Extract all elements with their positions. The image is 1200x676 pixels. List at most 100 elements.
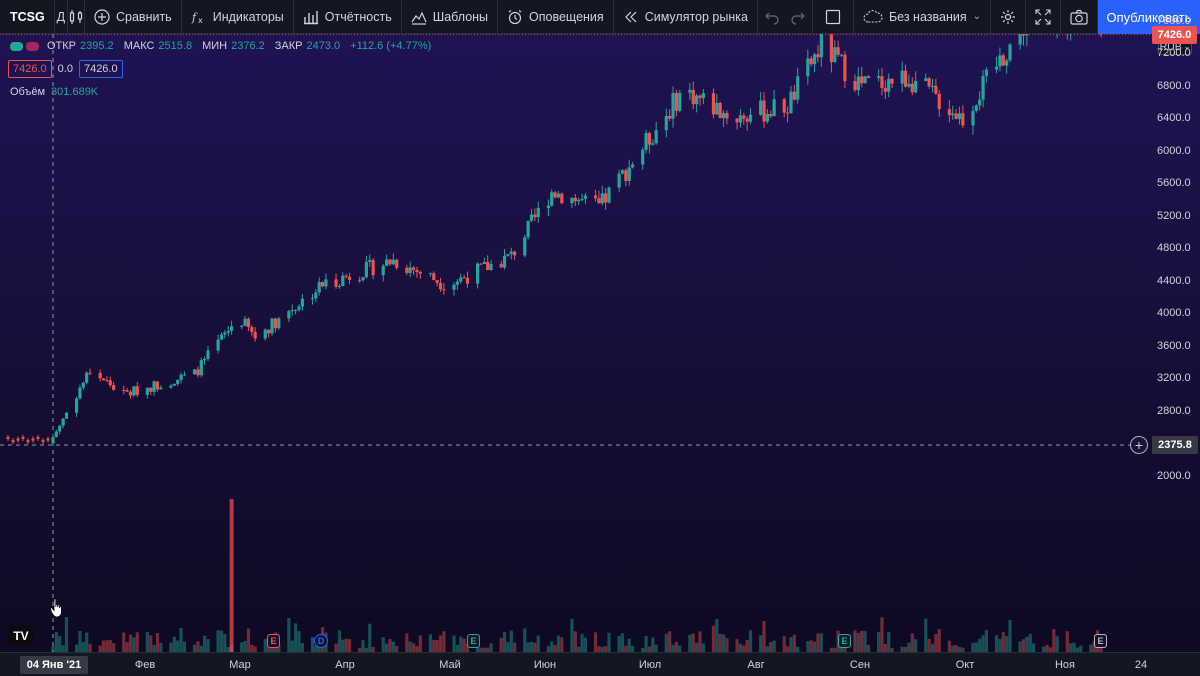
chart-type-button[interactable] [68, 0, 85, 34]
redo-icon[interactable] [790, 9, 806, 25]
volume-bar [1079, 645, 1083, 652]
volume-bar [344, 638, 348, 652]
candle [951, 113, 955, 116]
volume-bar [934, 634, 938, 652]
volume-bar [957, 646, 962, 652]
candle [529, 214, 534, 221]
volume-bar [981, 635, 985, 652]
add-alert-plus-icon[interactable]: + [1130, 435, 1148, 454]
volume-legend: Объём 301.689K [10, 86, 98, 98]
candle [711, 93, 716, 115]
volume-bar [664, 633, 668, 652]
candle [263, 329, 267, 339]
fullscreen-button[interactable] [1026, 0, 1061, 34]
time-axis[interactable]: Фев Мар Апр Май Июн Июл Авг Сен Окт Ноя … [0, 652, 1200, 676]
candle [674, 92, 679, 111]
templates-button[interactable]: Шаблоны [402, 0, 499, 34]
candle [735, 118, 739, 123]
low-label: МИН [202, 40, 228, 52]
candle [267, 329, 271, 334]
candle [762, 100, 766, 122]
candle [415, 269, 419, 272]
candle [21, 436, 25, 439]
candle [998, 55, 1002, 67]
earnings-marker[interactable]: E [838, 634, 851, 648]
candle [489, 264, 493, 271]
alerts-button[interactable]: Оповещения [498, 0, 614, 34]
candle [98, 373, 102, 379]
volume-bar [405, 633, 409, 652]
month-label: Июн [533, 659, 557, 671]
candle [128, 391, 133, 396]
volume-bar [607, 632, 611, 652]
undo-icon[interactable] [764, 9, 780, 25]
earnings-marker[interactable]: E [467, 634, 480, 648]
replay-button[interactable]: Симулятор рынка [614, 0, 758, 34]
candle [159, 387, 163, 390]
tradingview-logo[interactable]: TV [8, 626, 34, 646]
earnings-marker[interactable]: E [1094, 634, 1107, 648]
price-tick: 6800.0 [1157, 79, 1191, 92]
volume-bar [994, 635, 999, 652]
candle [391, 259, 395, 265]
volume-bar [876, 632, 881, 652]
candle [890, 78, 894, 84]
volume-bar [415, 646, 419, 652]
volume-bar [735, 639, 739, 652]
sell-price-button[interactable]: 7426.0 [8, 60, 52, 78]
volume-bar [789, 637, 793, 652]
volume-bar [671, 644, 675, 652]
candle [223, 332, 227, 335]
candle [1021, 34, 1026, 36]
financials-button[interactable]: Отчётность [294, 0, 402, 34]
volume-bar [529, 641, 534, 652]
volume-bar [203, 635, 207, 652]
buy-price-button[interactable]: 7426.0 [78, 60, 123, 78]
volume-bar [112, 643, 116, 652]
layout-button[interactable] [813, 0, 854, 34]
candle [58, 425, 62, 432]
candle [1008, 44, 1012, 61]
volume-bar [924, 618, 928, 652]
candle [725, 113, 729, 119]
candle [408, 267, 412, 273]
price-tick: 2000.0 [1157, 469, 1191, 482]
price-chart[interactable] [0, 34, 1200, 652]
series-status-dots[interactable] [10, 41, 39, 51]
candle [6, 436, 10, 439]
volume-bar [1032, 643, 1036, 652]
volume-bar [593, 632, 598, 652]
volume-bar [381, 637, 385, 652]
volume-bar [745, 640, 749, 652]
volume-bar [172, 636, 176, 652]
volume-bar [577, 646, 581, 652]
month-label: Ноя [1054, 659, 1076, 671]
candle [51, 437, 55, 444]
volume-bar [786, 646, 790, 652]
settings-button[interactable] [991, 0, 1026, 34]
candle [903, 70, 908, 87]
candle [341, 275, 345, 287]
symbol-search[interactable]: TCSG [0, 0, 55, 34]
layout-name-dropdown[interactable]: Без названия ⌄ [854, 0, 991, 34]
layout-name-label: Без названия [888, 9, 967, 24]
chart-pane[interactable] [0, 34, 1200, 652]
volume-bar [900, 646, 904, 652]
volume-bar [947, 640, 951, 652]
snapshot-button[interactable] [1061, 0, 1098, 34]
candle [54, 431, 58, 438]
earnings-marker[interactable]: E [267, 634, 280, 648]
candle [482, 261, 486, 264]
volume-bar [829, 647, 834, 652]
candle [290, 310, 294, 312]
candle [843, 54, 847, 82]
candle [509, 251, 513, 255]
candle [789, 91, 793, 114]
chevron-down-icon: ⌄ [1183, 42, 1191, 51]
interval-button[interactable]: Д [55, 0, 68, 34]
volume-bar [462, 638, 466, 652]
price-tick: 2800.0 [1157, 404, 1191, 417]
dividend-marker[interactable]: D [314, 634, 328, 648]
compare-button[interactable]: Сравнить [85, 0, 182, 34]
